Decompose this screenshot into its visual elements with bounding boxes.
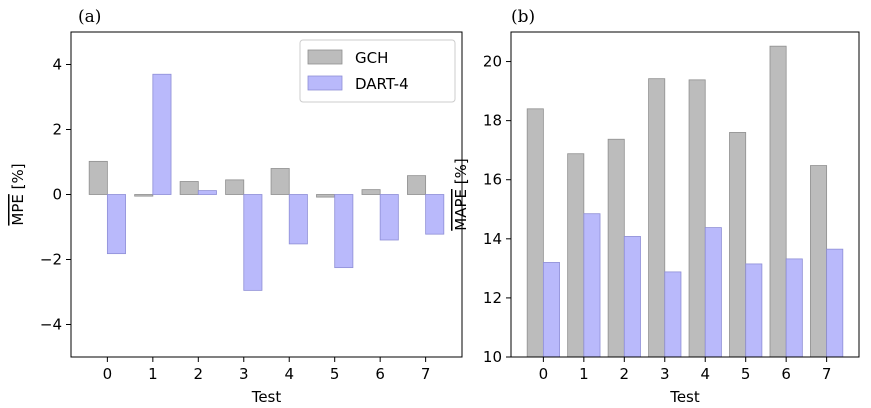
bar-dart-4-test-1 xyxy=(583,213,601,358)
bar-gch-test-1 xyxy=(567,153,585,358)
panel-label: (a) xyxy=(78,7,101,27)
bar-gch-test-4 xyxy=(688,79,706,358)
bar-gch-test-3 xyxy=(225,179,245,195)
x-tick-label: 4 xyxy=(284,365,294,383)
bar-gch-test-5 xyxy=(316,194,336,198)
y-axis-label-unit: [%] xyxy=(9,163,27,194)
x-tick-label: 3 xyxy=(660,365,670,383)
bar-dart-4-test-5 xyxy=(334,194,354,269)
panel-label: (b) xyxy=(511,7,535,27)
legend-swatch-dart-4 xyxy=(307,75,343,91)
bar-gch-test-0 xyxy=(88,160,108,195)
y-axis-label-quantity: MPE xyxy=(9,194,27,225)
x-tick-label: 7 xyxy=(421,365,431,383)
x-tick-label: 5 xyxy=(741,365,751,383)
bar-gch-test-4 xyxy=(270,168,290,195)
x-tick-label: 6 xyxy=(375,365,385,383)
bar-dart-4-test-0 xyxy=(106,194,126,255)
x-tick-label: 3 xyxy=(239,365,249,383)
bar-gch-test-5 xyxy=(729,132,747,358)
y-tick-label: −2 xyxy=(40,251,62,269)
bar-dart-4-test-1 xyxy=(152,73,172,195)
bar-dart-4-test-6 xyxy=(785,258,803,358)
y-tick-label: 20 xyxy=(483,53,502,71)
x-tick-label: 0 xyxy=(539,365,549,383)
y-tick-label: 18 xyxy=(483,112,502,130)
bar-gch-test-3 xyxy=(648,78,666,358)
bar-gch-test-0 xyxy=(526,108,544,358)
legend: GCH DART-4 xyxy=(299,39,456,103)
x-tick-label: 5 xyxy=(330,365,340,383)
x-tick-label: 2 xyxy=(194,365,204,383)
bar-dart-4-test-0 xyxy=(542,262,560,358)
bar-gch-test-7 xyxy=(407,175,427,195)
x-tick-label: 1 xyxy=(579,365,589,383)
legend-swatch-gch xyxy=(307,49,343,65)
x-axis-label: Test xyxy=(251,388,282,406)
bar-gch-test-6 xyxy=(361,189,381,195)
y-axis-label-unit: [%] xyxy=(452,158,470,189)
bar-gch-test-7 xyxy=(810,165,828,358)
x-tick-label: 4 xyxy=(700,365,710,383)
plot-frame xyxy=(510,31,860,358)
y-tick-label: 12 xyxy=(483,289,502,307)
bar-dart-4-test-2 xyxy=(197,190,217,195)
y-axis-label: MAPE [%] xyxy=(452,158,470,230)
x-axis-label: Test xyxy=(669,388,700,406)
y-tick-label: −4 xyxy=(40,316,62,334)
x-tick-label: 7 xyxy=(822,365,832,383)
x-tick-label: 6 xyxy=(781,365,791,383)
bar-dart-4-test-3 xyxy=(243,194,263,291)
bar-dart-4-test-5 xyxy=(745,263,763,358)
x-tick-label: 0 xyxy=(103,365,113,383)
x-tick-label: 1 xyxy=(148,365,158,383)
y-axis-label-quantity: MAPE xyxy=(452,189,470,231)
legend-label-dart-4: DART-4 xyxy=(355,75,409,93)
bar-gch-test-1 xyxy=(134,194,154,197)
y-tick-label: 0 xyxy=(52,186,62,204)
bar-dart-4-test-7 xyxy=(826,248,844,358)
y-tick-label: 10 xyxy=(483,348,502,366)
y-tick-label: 14 xyxy=(483,230,502,248)
bar-dart-4-test-4 xyxy=(704,227,722,358)
bar-dart-4-test-3 xyxy=(664,271,682,358)
bar-gch-test-6 xyxy=(769,45,787,358)
bar-dart-4-test-6 xyxy=(379,194,399,241)
bar-dart-4-test-2 xyxy=(623,236,641,358)
x-tick-label: 2 xyxy=(620,365,630,383)
bar-gch-test-2 xyxy=(179,181,199,195)
bar-dart-4-test-7 xyxy=(425,194,445,235)
bar-gch-test-2 xyxy=(607,138,625,358)
y-axis-label: MPE [%] xyxy=(9,163,27,225)
y-tick-label: 16 xyxy=(483,171,502,189)
bar-dart-4-test-4 xyxy=(288,194,308,245)
legend-label-gch: GCH xyxy=(355,49,388,67)
y-tick-label: 4 xyxy=(52,56,62,74)
y-tick-label: 2 xyxy=(52,121,62,139)
